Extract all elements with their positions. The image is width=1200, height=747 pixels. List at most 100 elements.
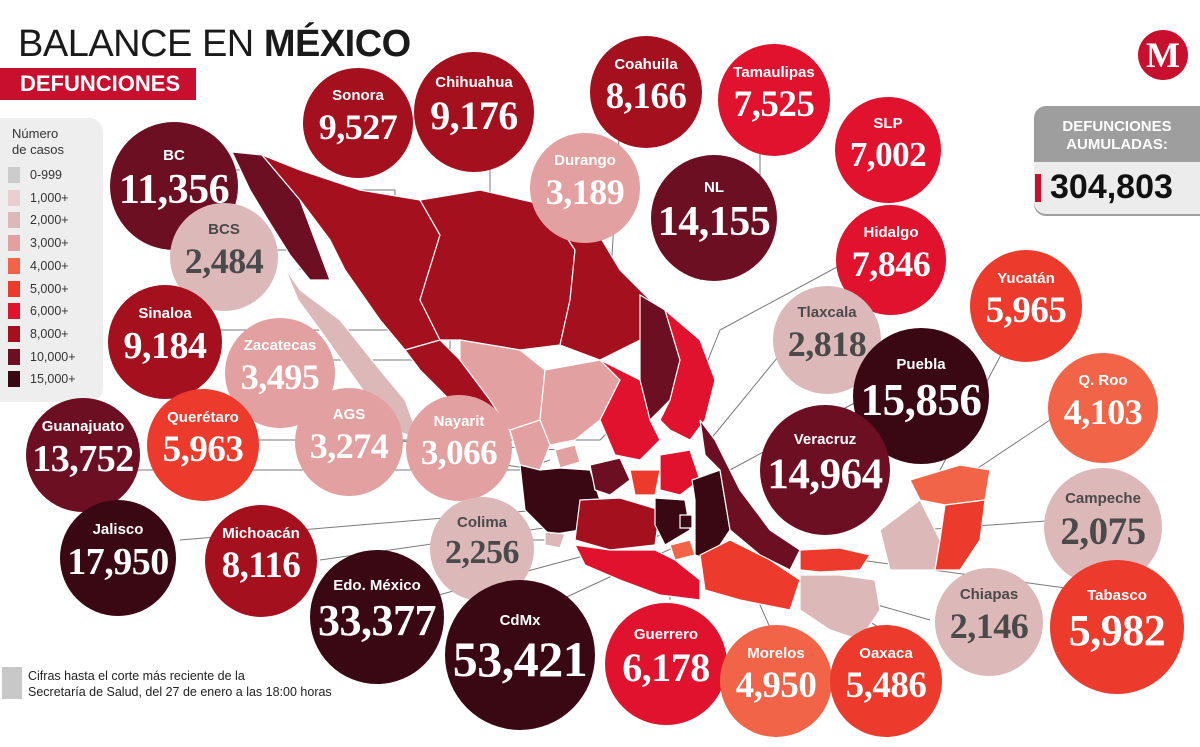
state-name: Veracruz	[793, 431, 857, 448]
state-name: Sinaloa	[138, 305, 192, 322]
state-circle: Edo. México 33,377	[310, 550, 444, 684]
state-circle: Chiapas 2,146	[935, 568, 1043, 676]
legend-label: 3,000+	[30, 236, 69, 251]
state-name: Sonora	[332, 87, 384, 104]
legend-swatch	[8, 189, 20, 206]
state-circle: Chihuahua 9,176	[414, 52, 534, 172]
state-name: Guanajuato	[41, 418, 125, 435]
state-deaths-value: 5,486	[845, 665, 927, 706]
state-deaths-value: 4,103	[1063, 392, 1143, 432]
state-circle: Colima 2,256	[430, 497, 534, 601]
map-region-oaxaca	[699, 539, 801, 611]
state-name: Guerrero	[633, 626, 699, 643]
state-deaths-value: 14,964	[767, 451, 883, 498]
legend-label: 6,000+	[30, 304, 69, 319]
total-label: DEFUNCIONES AUMULADAS:	[1062, 118, 1172, 153]
legend-item: 15,000+	[8, 370, 103, 388]
state-circle: Tabasco 5,982	[1050, 560, 1184, 694]
legend-item: 10,000+	[8, 348, 103, 366]
state-name: Querétaro	[167, 409, 239, 426]
state-circle: Nayarit 3,066	[406, 395, 512, 501]
state-name: BCS	[208, 221, 240, 238]
state-deaths-value: 13,752	[32, 438, 134, 480]
state-circle: Yucatán 5,965	[970, 250, 1082, 362]
state-circle: Guanajuato 13,752	[26, 398, 140, 512]
state-name: Colima	[456, 514, 507, 531]
state-circle: Sonora 9,527	[303, 68, 413, 178]
state-deaths-value: 14,155	[657, 199, 771, 245]
legend-swatch	[8, 167, 20, 183]
legend-item: 5,000+	[8, 280, 103, 298]
state-circle: BCS 2,484	[170, 203, 278, 311]
legend-swatch	[8, 235, 20, 252]
total-accent-bar	[1035, 174, 1041, 202]
state-name: BC	[163, 147, 185, 164]
state-name: Edo. México	[333, 577, 421, 594]
leader-line	[919, 519, 1061, 531]
map-region-michoacan	[574, 497, 661, 551]
state-deaths-value: 7,525	[733, 84, 815, 125]
total-value-panel	[1034, 162, 1200, 214]
map-region-hidalgo	[659, 449, 701, 496]
section-label: DEFUNCIONES	[0, 68, 196, 100]
state-deaths-value: 2,818	[787, 324, 867, 364]
legend-swatch	[8, 325, 20, 342]
state-circle: Coahuila 8,166	[590, 36, 702, 148]
source-note: Cifras hasta el corte más reciente de la…	[28, 669, 332, 699]
state-deaths-value: 3,066	[420, 433, 498, 472]
legend-swatch	[8, 348, 20, 365]
page-title: BALANCE EN MÉXICO	[18, 22, 411, 66]
legend-item: 6,000+	[8, 302, 103, 320]
state-name: Yucatán	[997, 270, 1055, 287]
legend-swatch	[8, 257, 20, 274]
legend-label: 15,000+	[30, 372, 76, 387]
state-name: Q. Roo	[1078, 372, 1128, 389]
milenio-logo-icon: M	[1138, 30, 1188, 80]
state-name: Tlaxcala	[797, 304, 857, 321]
map-region-coahuila	[543, 203, 651, 361]
legend-label: 1,000+	[30, 190, 69, 205]
state-name: Morelos	[747, 645, 805, 662]
state-name: Chiapas	[959, 586, 1019, 603]
state-circle: CdMx 53,421	[445, 580, 595, 730]
legend-item: 3,000+	[8, 234, 103, 252]
state-circle: Jalisco 17,950	[60, 500, 176, 616]
map-region-slp	[599, 359, 661, 461]
state-circle: Durango 3,189	[530, 133, 640, 243]
state-name: Zacatecas	[243, 337, 317, 354]
state-name: SLP	[873, 115, 903, 132]
map-region-nayarit	[509, 419, 551, 471]
total-value: 304,803	[1050, 168, 1173, 206]
state-name: Tabasco	[1087, 587, 1147, 604]
state-deaths-value: 5,982	[1068, 606, 1166, 655]
legend-item: 2,000+	[8, 211, 103, 229]
state-name: AGS	[332, 406, 366, 423]
legend-item: 0-999	[8, 166, 103, 184]
legend-item: 8,000+	[8, 325, 103, 343]
state-deaths-value: 7,846	[851, 244, 931, 284]
legend-label: 4,000+	[30, 258, 69, 273]
map-region-chiapas	[799, 574, 881, 641]
state-deaths-value: 53,421	[452, 631, 588, 687]
legend-item: 1,000+	[8, 189, 103, 207]
state-name: Michoacán	[222, 525, 300, 542]
legend-label: 0-999	[30, 168, 62, 182]
legend-label: 2,000+	[30, 213, 69, 228]
state-deaths-value: 2,075	[1060, 510, 1146, 553]
title-prefix: BALANCE EN	[18, 23, 264, 65]
state-deaths-value: 6,178	[622, 645, 710, 690]
map-region-queretaro	[629, 469, 661, 496]
legend-swatch	[8, 303, 20, 320]
legend-swatch	[8, 212, 20, 229]
state-deaths-value: 9,184	[123, 325, 208, 367]
legend: Número de casos 0-999 1,000+ 2,000+ 3,000+ 4…	[0, 118, 103, 402]
map-region-guerrero	[573, 544, 701, 601]
state-name: Durango	[554, 152, 616, 169]
state-deaths-value: 2,256	[445, 534, 520, 571]
state-name: Oaxaca	[859, 645, 913, 662]
legend-item: 4,000+	[8, 257, 103, 275]
map-region-qroo	[934, 499, 986, 571]
state-deaths-value: 3,495	[240, 357, 320, 397]
